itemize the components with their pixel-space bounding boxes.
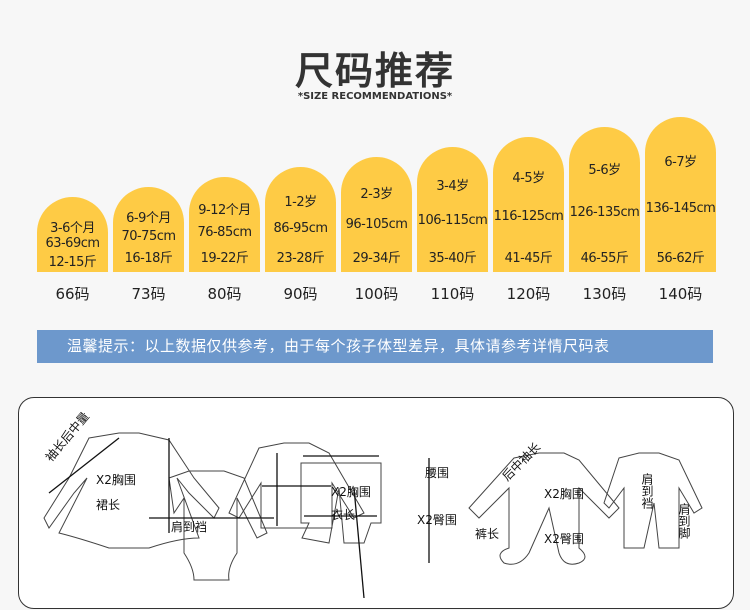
- size-column: 1-2岁 86-95cm 23-28斤: [265, 167, 336, 272]
- size-weight: 16-18斤: [124, 251, 173, 266]
- size-height: 63-69cm: [45, 236, 100, 251]
- size-column: 2-3岁 96-105cm 29-34斤: [341, 157, 412, 272]
- size-age: 4-5岁: [512, 171, 545, 186]
- size-column: 9-12个月 76-85cm 19-22斤: [189, 177, 260, 272]
- size-column: 4-5岁 116-125cm 41-45斤: [493, 137, 564, 272]
- size-age: 2-3岁: [360, 187, 393, 202]
- size-column: 3-4岁 106-115cm 35-40斤: [417, 147, 488, 272]
- size-label: 66码: [55, 285, 90, 303]
- clothing-illustrations: [43, 432, 703, 599]
- label-romper-chest: X2胸围: [544, 487, 584, 501]
- label-pants-length: 裤长: [475, 527, 500, 541]
- size-column: 6-9个月 70-75cm 16-18斤: [113, 187, 184, 272]
- label-top-length: 衣长: [331, 508, 356, 522]
- size-age: 1-2岁: [284, 195, 317, 210]
- size-age: 6-7岁: [664, 155, 697, 170]
- size-height: 76-85cm: [197, 225, 252, 240]
- size-weight: 41-45斤: [504, 251, 553, 266]
- label-top-chest: X2胸围: [331, 485, 371, 499]
- label-jumpsuit-foot: 肩到脚: [677, 503, 691, 539]
- label-romper-hip: X2臀围: [544, 532, 584, 546]
- label-hip: X2臀围: [417, 513, 457, 527]
- size-weight: 56-62斤: [656, 251, 705, 266]
- measurement-diagram: 袖长后中量 X2胸围 裙长 肩到裆 X2胸围 衣长 腰围 X2臀围 裤长 后中袖…: [18, 397, 734, 609]
- size-weight: 23-28斤: [276, 251, 325, 266]
- size-label: 100码: [354, 285, 399, 303]
- label-jumpsuit-crotch: 肩到裆: [640, 473, 654, 509]
- size-height: 86-95cm: [273, 221, 328, 236]
- size-label: 120码: [506, 285, 551, 303]
- size-height: 96-105cm: [345, 217, 408, 232]
- size-age: 5-6岁: [588, 163, 621, 178]
- size-weight: 12-15斤: [48, 255, 97, 270]
- size-age: 9-12个月: [198, 203, 251, 218]
- size-label: 110码: [430, 285, 475, 303]
- label-waist: 腰围: [425, 466, 450, 480]
- label-shoulder-crotch: 肩到裆: [171, 520, 208, 534]
- size-height: 126-135cm: [569, 205, 640, 220]
- notice-banner: 温馨提示：以上数据仅供参考，由于每个孩子体型差异，具体请参考详情尺码表: [37, 330, 713, 363]
- size-column: 5-6岁 126-135cm 46-55斤: [569, 127, 640, 272]
- size-weight: 19-22斤: [200, 251, 249, 266]
- label-dress-chest: X2胸围: [96, 473, 136, 487]
- size-column: 3-6个月 63-69cm 12-15斤: [37, 197, 108, 272]
- page-title: 尺码推荐: [294, 49, 455, 93]
- size-height: 106-115cm: [417, 213, 488, 228]
- size-weight: 46-55斤: [580, 251, 629, 266]
- size-age: 3-6个月: [50, 221, 95, 236]
- size-height: 116-125cm: [493, 209, 564, 224]
- size-height: 70-75cm: [121, 229, 176, 244]
- size-weight: 35-40斤: [428, 251, 477, 266]
- size-age: 6-9个月: [126, 211, 171, 226]
- size-column: 6-7岁 136-145cm 56-62斤: [645, 117, 716, 272]
- size-label: 140码: [658, 285, 703, 303]
- label-dress-length: 裙长: [96, 498, 121, 512]
- size-label: 80码: [207, 285, 242, 303]
- size-age: 3-4岁: [436, 179, 469, 194]
- size-label: 73码: [131, 285, 166, 303]
- page-subtitle: *SIZE RECOMMENDATIONS*: [297, 91, 453, 102]
- size-weight: 29-34斤: [352, 251, 401, 266]
- size-label: 130码: [582, 285, 627, 303]
- size-label: 90码: [283, 285, 318, 303]
- size-height: 136-145cm: [645, 201, 716, 216]
